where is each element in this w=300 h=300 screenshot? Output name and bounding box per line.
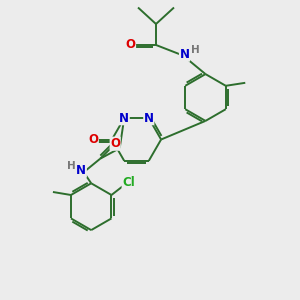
Text: N: N — [144, 112, 154, 125]
Text: H: H — [191, 45, 200, 55]
Text: Cl: Cl — [122, 176, 135, 189]
Text: N: N — [76, 164, 86, 177]
Text: O: O — [110, 137, 120, 150]
Text: O: O — [88, 133, 98, 146]
Text: O: O — [125, 38, 136, 52]
Text: N: N — [119, 112, 129, 125]
Text: N: N — [179, 48, 190, 61]
Text: H: H — [67, 161, 76, 171]
